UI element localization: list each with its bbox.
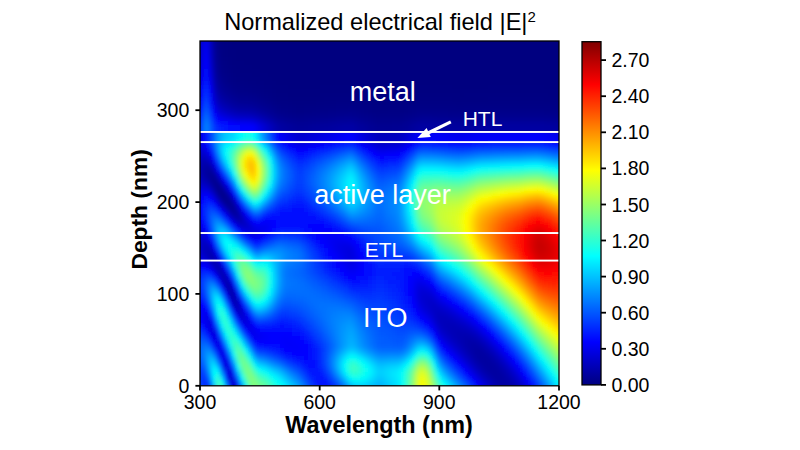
- svg-text:900: 900: [423, 391, 456, 413]
- svg-text:2.10: 2.10: [612, 121, 650, 143]
- svg-text:300: 300: [157, 99, 190, 121]
- svg-text:1.50: 1.50: [612, 194, 650, 216]
- svg-text:ETL: ETL: [365, 238, 404, 261]
- svg-text:Depth (nm): Depth (nm): [127, 149, 153, 269]
- svg-text:HTL: HTL: [463, 107, 503, 130]
- svg-text:0.60: 0.60: [612, 302, 650, 324]
- svg-text:1.80: 1.80: [612, 157, 650, 179]
- svg-text:600: 600: [303, 391, 336, 413]
- svg-text:0.90: 0.90: [612, 266, 650, 288]
- svg-text:2.70: 2.70: [612, 49, 650, 71]
- svg-text:0: 0: [178, 375, 189, 397]
- svg-text:Normalized electrical field |E: Normalized electrical field |E|2: [224, 8, 536, 35]
- svg-text:active layer: active layer: [314, 180, 451, 210]
- svg-text:1200: 1200: [537, 391, 581, 413]
- svg-text:200: 200: [157, 191, 190, 213]
- svg-text:2.40: 2.40: [612, 85, 650, 107]
- svg-text:0.00: 0.00: [612, 374, 650, 396]
- svg-text:0.30: 0.30: [612, 338, 650, 360]
- svg-text:ITO: ITO: [363, 303, 408, 333]
- svg-text:1.20: 1.20: [612, 230, 650, 252]
- svg-text:Wavelength (nm): Wavelength (nm): [285, 412, 473, 438]
- svg-text:metal: metal: [350, 77, 416, 107]
- svg-text:100: 100: [157, 283, 190, 305]
